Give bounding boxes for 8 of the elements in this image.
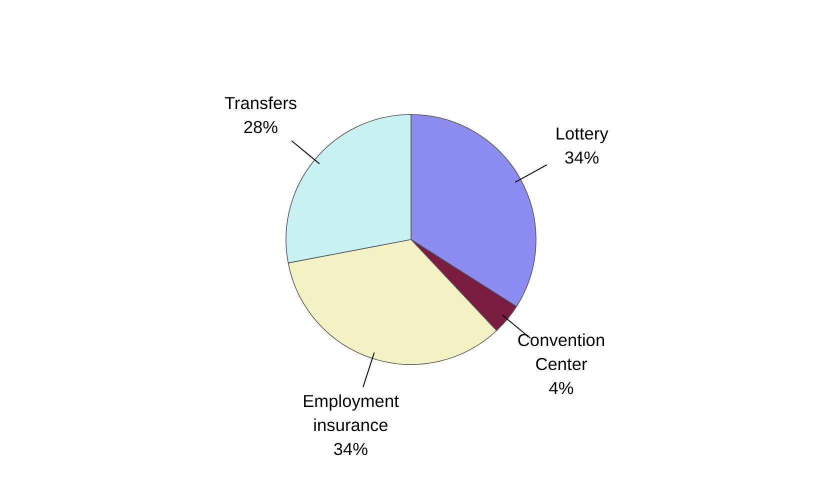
slice-label: Lottery xyxy=(555,124,609,144)
data-label: 34% xyxy=(564,148,600,168)
slice-label: Employment insurance xyxy=(302,390,400,435)
data-label: 4% xyxy=(548,378,574,398)
slice-label: Transfers xyxy=(224,93,298,114)
data-label: 28% xyxy=(243,117,278,138)
slice-label: Convention Center xyxy=(517,330,606,374)
data-label: 34% xyxy=(333,438,368,459)
